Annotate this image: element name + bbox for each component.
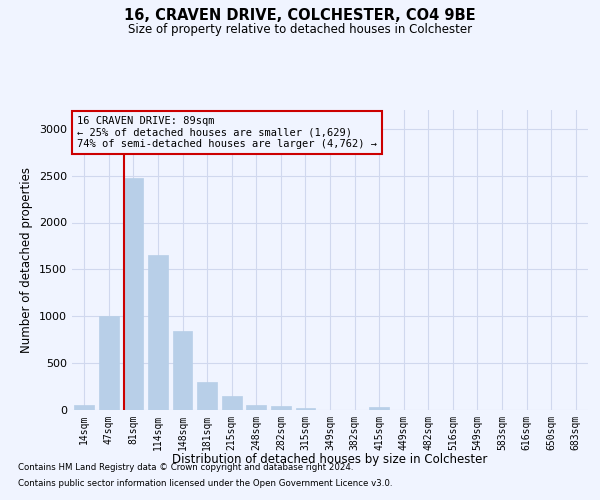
- Y-axis label: Number of detached properties: Number of detached properties: [20, 167, 34, 353]
- Bar: [124, 178, 143, 410]
- Text: Contains HM Land Registry data © Crown copyright and database right 2024.: Contains HM Land Registry data © Crown c…: [18, 464, 353, 472]
- Bar: [148, 256, 168, 410]
- Bar: [173, 331, 193, 410]
- Bar: [370, 407, 389, 410]
- Bar: [197, 382, 217, 410]
- Bar: [74, 406, 94, 410]
- Text: 16 CRAVEN DRIVE: 89sqm
← 25% of detached houses are smaller (1,629)
74% of semi-: 16 CRAVEN DRIVE: 89sqm ← 25% of detached…: [77, 116, 377, 149]
- Text: 16, CRAVEN DRIVE, COLCHESTER, CO4 9BE: 16, CRAVEN DRIVE, COLCHESTER, CO4 9BE: [124, 8, 476, 22]
- Text: Contains public sector information licensed under the Open Government Licence v3: Contains public sector information licen…: [18, 478, 392, 488]
- Text: Distribution of detached houses by size in Colchester: Distribution of detached houses by size …: [172, 452, 488, 466]
- Text: Size of property relative to detached houses in Colchester: Size of property relative to detached ho…: [128, 22, 472, 36]
- Bar: [271, 406, 290, 410]
- Bar: [99, 316, 119, 410]
- Bar: [296, 408, 315, 410]
- Bar: [222, 396, 242, 410]
- Bar: [247, 405, 266, 410]
